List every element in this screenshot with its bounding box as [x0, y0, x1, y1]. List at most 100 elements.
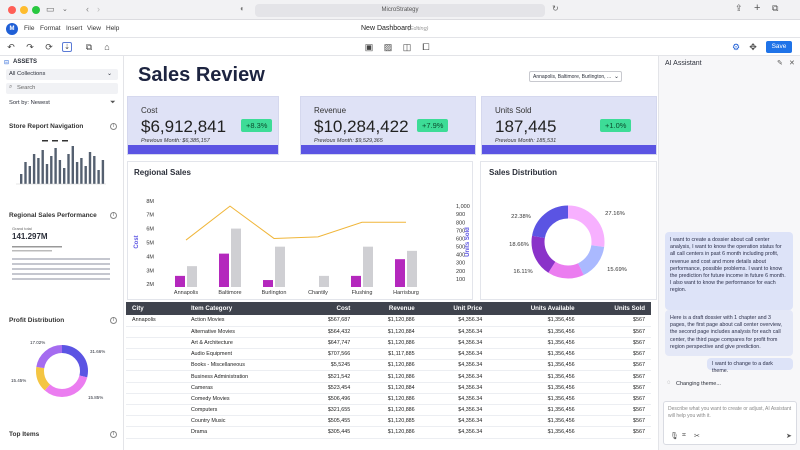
table-cell: Comedy Movies	[184, 393, 300, 406]
sidebar-toggle-icon[interactable]: ▭	[46, 4, 55, 14]
x-tick-label: Chantily	[308, 290, 328, 296]
thumbnail-bar	[71, 146, 74, 184]
forward-icon[interactable]: ›	[97, 4, 100, 14]
regional-sales-card[interactable]: Regional Sales 2M 3M 4M 5M 6M 7M 8M 100 200 300 40…	[127, 161, 473, 300]
x-tick-label: Harrisburg	[393, 290, 419, 296]
kpi-card-units[interactable]: Units Sold 187,445 +1.0% Previous Month:…	[481, 96, 657, 155]
duplicate-icon[interactable]: ⧉	[85, 42, 93, 52]
dashboard-title[interactable]: New Dashboard	[361, 25, 412, 32]
attach-icon[interactable]: ✂	[694, 433, 700, 440]
table-cell: $1,120,886	[356, 370, 421, 383]
regional-sales-chart[interactable]: 2M 3M 4M 5M 6M 7M 8M 100 200 300 400 500 600 700 800 90…	[128, 162, 474, 301]
menu-format[interactable]: Format	[40, 25, 61, 32]
edit-icon[interactable]: ✎	[777, 60, 783, 67]
table-row[interactable]: Country Music $505,455 $1,120,885 $4,356.34…	[126, 415, 651, 428]
kpi-card-cost[interactable]: Cost $6,912,841 +8.3% Previous Month: $6…	[127, 96, 279, 155]
column-header[interactable]: Unit Price	[420, 302, 489, 315]
x-tick-label: Baltimore	[218, 290, 241, 296]
table-row[interactable]: Cameras $523,454 $1,120,884 $4,356.34 $1,356…	[126, 382, 651, 394]
bar-series2	[407, 250, 417, 287]
sort-select[interactable]: Sort by: Newest	[9, 100, 50, 106]
asset-title-top-items[interactable]: Top Items	[9, 431, 40, 438]
table-row[interactable]: Audio Equipment $707,566 $1,117,885 $4,356.…	[126, 348, 651, 361]
redo-icon[interactable]: ↷	[26, 42, 34, 52]
shield-icon: ◐	[240, 4, 245, 13]
table-cell: $567	[580, 415, 651, 428]
column-header[interactable]: Item Category	[184, 302, 300, 315]
back-icon[interactable]: ‹	[86, 4, 89, 14]
reload-icon[interactable]: ↻	[552, 4, 559, 13]
kpi-value: $6,912,841	[141, 117, 227, 136]
column-header[interactable]: Units Available	[488, 302, 581, 315]
save-as-icon[interactable]: ⇣	[62, 42, 72, 52]
table-cell	[126, 382, 185, 394]
table-cell: $1,120,886	[356, 359, 421, 372]
table-cell: Audio Equipment	[184, 348, 300, 361]
info-icon[interactable]: i	[110, 123, 117, 130]
asset-title-regional-sales[interactable]: Regional Sales Performance	[9, 212, 97, 219]
menu-insert[interactable]: Insert	[66, 25, 83, 32]
collapse-icon[interactable]: ⊟	[4, 60, 10, 66]
collection-select[interactable]: All Collections ⌄	[6, 69, 118, 80]
city-filter-select[interactable]: Annapolis, Baltimore, Burlington, ... ⌄	[529, 71, 622, 82]
table-row[interactable]: Computers $321,655 $1,120,886 $4,356.34 $1,3…	[126, 404, 651, 417]
info-icon[interactable]: i	[110, 212, 117, 219]
minimize-window-button[interactable]	[20, 6, 28, 14]
table-row[interactable]: Alternative Movies $564,432 $1,120,884 $4,3…	[126, 326, 651, 338]
fit-icon[interactable]: ✥	[749, 42, 757, 52]
pie-label: 31.66%	[90, 349, 106, 354]
ai-assistant-icon[interactable]: ⚙	[731, 42, 741, 52]
table-row[interactable]: Drama $305,445 $1,120,886 $4,356.34 $1,356,4…	[126, 426, 651, 439]
save-button[interactable]: Save	[766, 41, 792, 53]
table-row[interactable]: Comedy Movies $506,496 $1,120,886 $4,356.34…	[126, 393, 651, 406]
info-icon[interactable]: i	[110, 431, 117, 438]
close-icon[interactable]: ✕	[789, 60, 795, 67]
sales-table[interactable]: City Item Category Cost Revenue Unit Price Un…	[126, 302, 651, 450]
regional-performance-thumbnail[interactable]: Grand total 141.297M	[12, 226, 110, 286]
screenshot-icon[interactable]: ⌗	[682, 432, 686, 439]
asset-title-profit-distribution[interactable]: Profit Distribution	[9, 317, 65, 324]
table-row[interactable]: Books - Miscellaneous $5,5245 $1,120,886 $4…	[126, 359, 651, 372]
column-header[interactable]: Revenue	[356, 302, 421, 315]
microphone-icon[interactable]: 🎙	[670, 433, 679, 440]
table-cell: $1,356,456	[488, 393, 581, 406]
profit-distribution-thumbnail[interactable]: 17.02% 31.66% 15.45% 15.85%	[10, 331, 115, 411]
table-cell: Country Music	[184, 415, 300, 428]
sales-distribution-chart[interactable]: 27.16% 15.69% 16.11% 18.66% 22.38%	[481, 162, 658, 301]
table-row[interactable]: Business Administration $521,542 $1,120,88…	[126, 370, 651, 383]
search-input[interactable]: ⌕ Search	[6, 83, 118, 94]
donut-slice	[531, 205, 605, 279]
assistant-input[interactable]: Describe what you want to create or adju…	[663, 401, 797, 445]
column-header[interactable]: Units Sold	[580, 302, 651, 315]
table-row[interactable]: Annapolis Action Movies $567,687 $1,120,886…	[126, 315, 651, 327]
container-icon[interactable]: ⧠	[422, 42, 430, 52]
new-tab-icon[interactable]: +	[754, 2, 761, 14]
kpi-card-revenue[interactable]: Revenue $10,284,422 +7.9% Previous Month…	[300, 96, 476, 155]
store-report-thumbnail[interactable]	[12, 136, 110, 198]
menu-view[interactable]: View	[87, 25, 101, 32]
asset-title-store-report[interactable]: Store Report Navigation	[9, 123, 84, 130]
close-window-button[interactable]	[8, 6, 16, 14]
filter-icon[interactable]: ⏷	[110, 99, 116, 106]
zoom-window-button[interactable]	[32, 6, 40, 14]
table-row[interactable]: Art & Architecture $647,747 $1,120,886 $4,3…	[126, 337, 651, 350]
menu-file[interactable]: File	[24, 25, 35, 32]
shape-icon[interactable]: ◫	[402, 42, 412, 52]
column-header[interactable]: Cost	[299, 302, 357, 315]
image-icon[interactable]: ▨	[383, 42, 393, 52]
menu-help[interactable]: Help	[106, 25, 120, 32]
tab-overview-icon[interactable]: ⧉	[772, 3, 779, 13]
info-icon[interactable]: i	[110, 317, 117, 324]
text-icon[interactable]: ▣	[364, 42, 374, 52]
table-cell: $506,496	[299, 393, 357, 406]
refresh-icon[interactable]: ⟳	[45, 42, 53, 52]
chevron-down-icon[interactable]: ⌄	[62, 6, 68, 13]
format-painter-icon[interactable]: ⌂	[104, 42, 110, 52]
sales-distribution-card[interactable]: Sales Distribution 27.16% 15.69% 16.11% 18.…	[480, 161, 657, 300]
undo-icon[interactable]: ↶	[7, 42, 15, 52]
column-header[interactable]: City	[126, 302, 185, 315]
bar-series1	[263, 280, 273, 287]
address-bar[interactable]: MicroStrategy	[255, 4, 545, 17]
send-icon[interactable]: ➤	[786, 433, 792, 440]
share-icon[interactable]: ⇪	[735, 3, 743, 13]
